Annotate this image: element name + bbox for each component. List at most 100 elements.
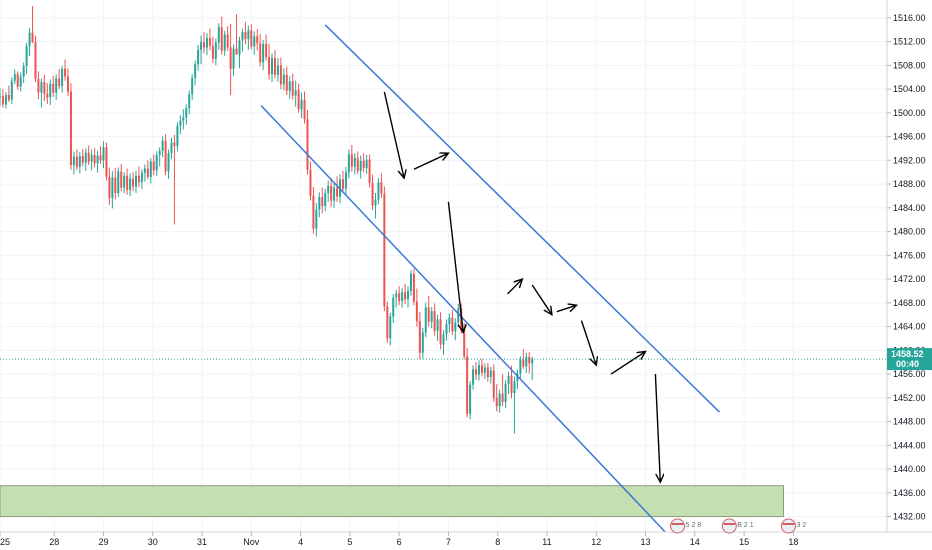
candle-body-up bbox=[436, 319, 439, 331]
candle-body-up bbox=[0, 96, 1, 98]
candle-body-down bbox=[164, 140, 167, 172]
candle-body-down bbox=[510, 375, 513, 394]
candle-body-up bbox=[504, 384, 507, 402]
candle-body-down bbox=[398, 293, 401, 302]
candle-body-down bbox=[235, 48, 238, 55]
channel-lower-line bbox=[260, 105, 666, 533]
candle-body-up bbox=[262, 43, 265, 63]
candle-body-down bbox=[58, 78, 61, 87]
y-tick-label: 1436.00 bbox=[893, 488, 926, 498]
candle-body-up bbox=[149, 161, 152, 177]
candle-body-down bbox=[291, 81, 294, 96]
candle-body-down bbox=[226, 34, 229, 48]
candle-body-down bbox=[528, 356, 531, 364]
candle-body-down bbox=[427, 307, 430, 322]
candle-body-down bbox=[146, 168, 149, 177]
candle-body-up bbox=[217, 27, 220, 43]
candle-body-up bbox=[271, 58, 274, 75]
candle-body-up bbox=[19, 76, 22, 87]
arrow-annotation bbox=[610, 352, 645, 375]
candle-body-up bbox=[191, 77, 194, 95]
arrow-annotation bbox=[531, 284, 552, 315]
y-tick-label: 1440.00 bbox=[893, 464, 926, 474]
arrow-annotations bbox=[383, 91, 660, 482]
x-tick-label: 29 bbox=[98, 537, 108, 547]
candle-body-down bbox=[259, 43, 262, 63]
candle-body-up bbox=[214, 42, 217, 59]
candle-body-down bbox=[309, 169, 312, 196]
candle-body-up bbox=[167, 153, 170, 172]
candle-body-down bbox=[250, 30, 253, 47]
candle-body-down bbox=[37, 78, 40, 93]
candle-body-down bbox=[152, 161, 155, 171]
candle-body-up bbox=[395, 293, 398, 298]
candle-body-down bbox=[46, 93, 49, 98]
candle-body-down bbox=[336, 187, 339, 197]
candle-body-up bbox=[188, 94, 191, 109]
channel-upper-line bbox=[324, 24, 720, 413]
candle-body-up bbox=[483, 367, 486, 373]
candle-body-up bbox=[182, 117, 185, 121]
candle-body-down bbox=[1, 96, 4, 105]
candle-body-up bbox=[185, 108, 188, 118]
candle-body-down bbox=[306, 119, 309, 170]
arrow-annotation bbox=[447, 201, 463, 333]
y-tick-label: 1432.00 bbox=[893, 512, 926, 522]
candle-body-up bbox=[513, 381, 516, 394]
candles bbox=[0, 5, 534, 434]
grid bbox=[0, 0, 887, 532]
candle-body-up bbox=[374, 199, 377, 206]
candle-body-down bbox=[321, 197, 324, 207]
arrow-annotation bbox=[413, 153, 448, 170]
candle-body-up bbox=[333, 187, 336, 201]
candle-body-down bbox=[279, 65, 282, 85]
y-tick-label: 1500.00 bbox=[893, 108, 926, 118]
x-tick-label: 6 bbox=[397, 537, 402, 547]
candle-body-up bbox=[247, 30, 250, 40]
candle-body-up bbox=[448, 317, 451, 325]
candle-body-up bbox=[223, 34, 226, 51]
candle-body-down bbox=[341, 179, 344, 189]
candle-body-up bbox=[353, 157, 356, 167]
candle-body-down bbox=[203, 42, 206, 48]
candle-body-up bbox=[392, 297, 395, 317]
support-zone bbox=[0, 485, 785, 518]
y-tick-label: 1504.00 bbox=[893, 84, 926, 94]
candle-body-down bbox=[466, 356, 469, 414]
candle-body-down bbox=[43, 81, 46, 94]
candle-body-up bbox=[282, 74, 285, 85]
y-tick-label: 1488.00 bbox=[893, 179, 926, 189]
y-tick-label: 1516.00 bbox=[893, 13, 926, 23]
candle-body-up bbox=[407, 290, 410, 300]
candle-body-down bbox=[7, 95, 10, 100]
candle-body-down bbox=[371, 182, 374, 206]
candle-body-down bbox=[64, 68, 67, 77]
candle-body-up bbox=[78, 156, 81, 167]
flag-stripe bbox=[782, 523, 795, 525]
candle-body-up bbox=[161, 140, 164, 151]
flag-icon bbox=[670, 518, 686, 534]
candle-body-up bbox=[135, 175, 138, 187]
x-tick-label: 11 bbox=[542, 537, 551, 547]
candle-body-up bbox=[49, 83, 52, 98]
candle-body-up bbox=[25, 46, 28, 66]
candle-body-up bbox=[140, 172, 143, 183]
x-tick-label: 12 bbox=[591, 537, 601, 547]
x-tick-label: 31 bbox=[197, 537, 207, 547]
candle-body-down bbox=[297, 90, 300, 110]
candle-body-up bbox=[389, 316, 392, 339]
candle-body-up bbox=[421, 332, 424, 353]
candle-body-down bbox=[16, 74, 19, 87]
candle-body-up bbox=[200, 42, 203, 50]
candle-body-down bbox=[75, 156, 78, 167]
candle-body-up bbox=[143, 168, 146, 173]
candle-body-down bbox=[105, 147, 108, 177]
candle-body-up bbox=[176, 125, 179, 147]
candle-body-down bbox=[439, 319, 442, 345]
candle-body-down bbox=[433, 311, 436, 331]
candle-body-up bbox=[519, 359, 522, 374]
candle-body-up bbox=[498, 393, 501, 407]
candle-body-up bbox=[170, 142, 173, 154]
candle-body-up bbox=[40, 81, 43, 93]
